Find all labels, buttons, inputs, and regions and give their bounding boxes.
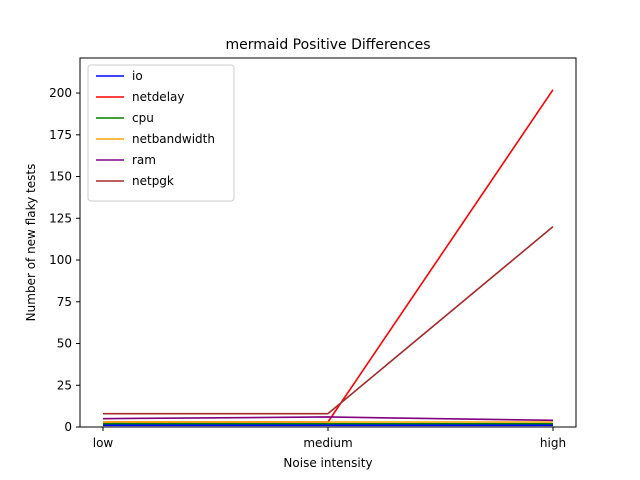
x-axis-label: Noise intensity xyxy=(283,456,372,470)
legend-label-netdelay: netdelay xyxy=(132,90,184,104)
y-tick-label: 25 xyxy=(57,378,72,392)
y-axis-label: Number of new flaky tests xyxy=(24,164,38,322)
series-line-ram xyxy=(102,416,554,422)
y-tick-label: 100 xyxy=(49,253,72,267)
series-layer xyxy=(102,89,554,427)
legend-label-cpu: cpu xyxy=(132,111,154,125)
legend-label-netbandwidth: netbandwidth xyxy=(132,132,215,146)
legend-label-io: io xyxy=(132,69,143,83)
x-tick-label: medium xyxy=(303,436,352,450)
y-tick-label: 125 xyxy=(49,211,72,225)
y-tick-label: 150 xyxy=(49,170,72,184)
legend: io netdelay cpu netbandwidth ram netpgk xyxy=(87,64,235,202)
legend-label-ram: ram xyxy=(132,153,156,167)
axis-ticks: low medium high 0 25 50 75 100 125 150 175 200 xyxy=(49,86,566,450)
legend-label-netpgk: netpgk xyxy=(132,174,174,188)
y-tick-label: 75 xyxy=(57,295,72,309)
x-tick-label: high xyxy=(540,436,566,450)
y-tick-label: 0 xyxy=(64,420,72,434)
legend-box xyxy=(87,64,235,202)
y-tick-label: 200 xyxy=(49,86,72,100)
x-tick-label: low xyxy=(93,436,114,450)
y-tick-label: 175 xyxy=(49,128,72,142)
y-tick-label: 50 xyxy=(57,337,72,351)
series-line-netpgk xyxy=(103,226,554,415)
chart-title: mermaid Positive Differences xyxy=(225,37,430,53)
plot-frame xyxy=(79,57,577,428)
